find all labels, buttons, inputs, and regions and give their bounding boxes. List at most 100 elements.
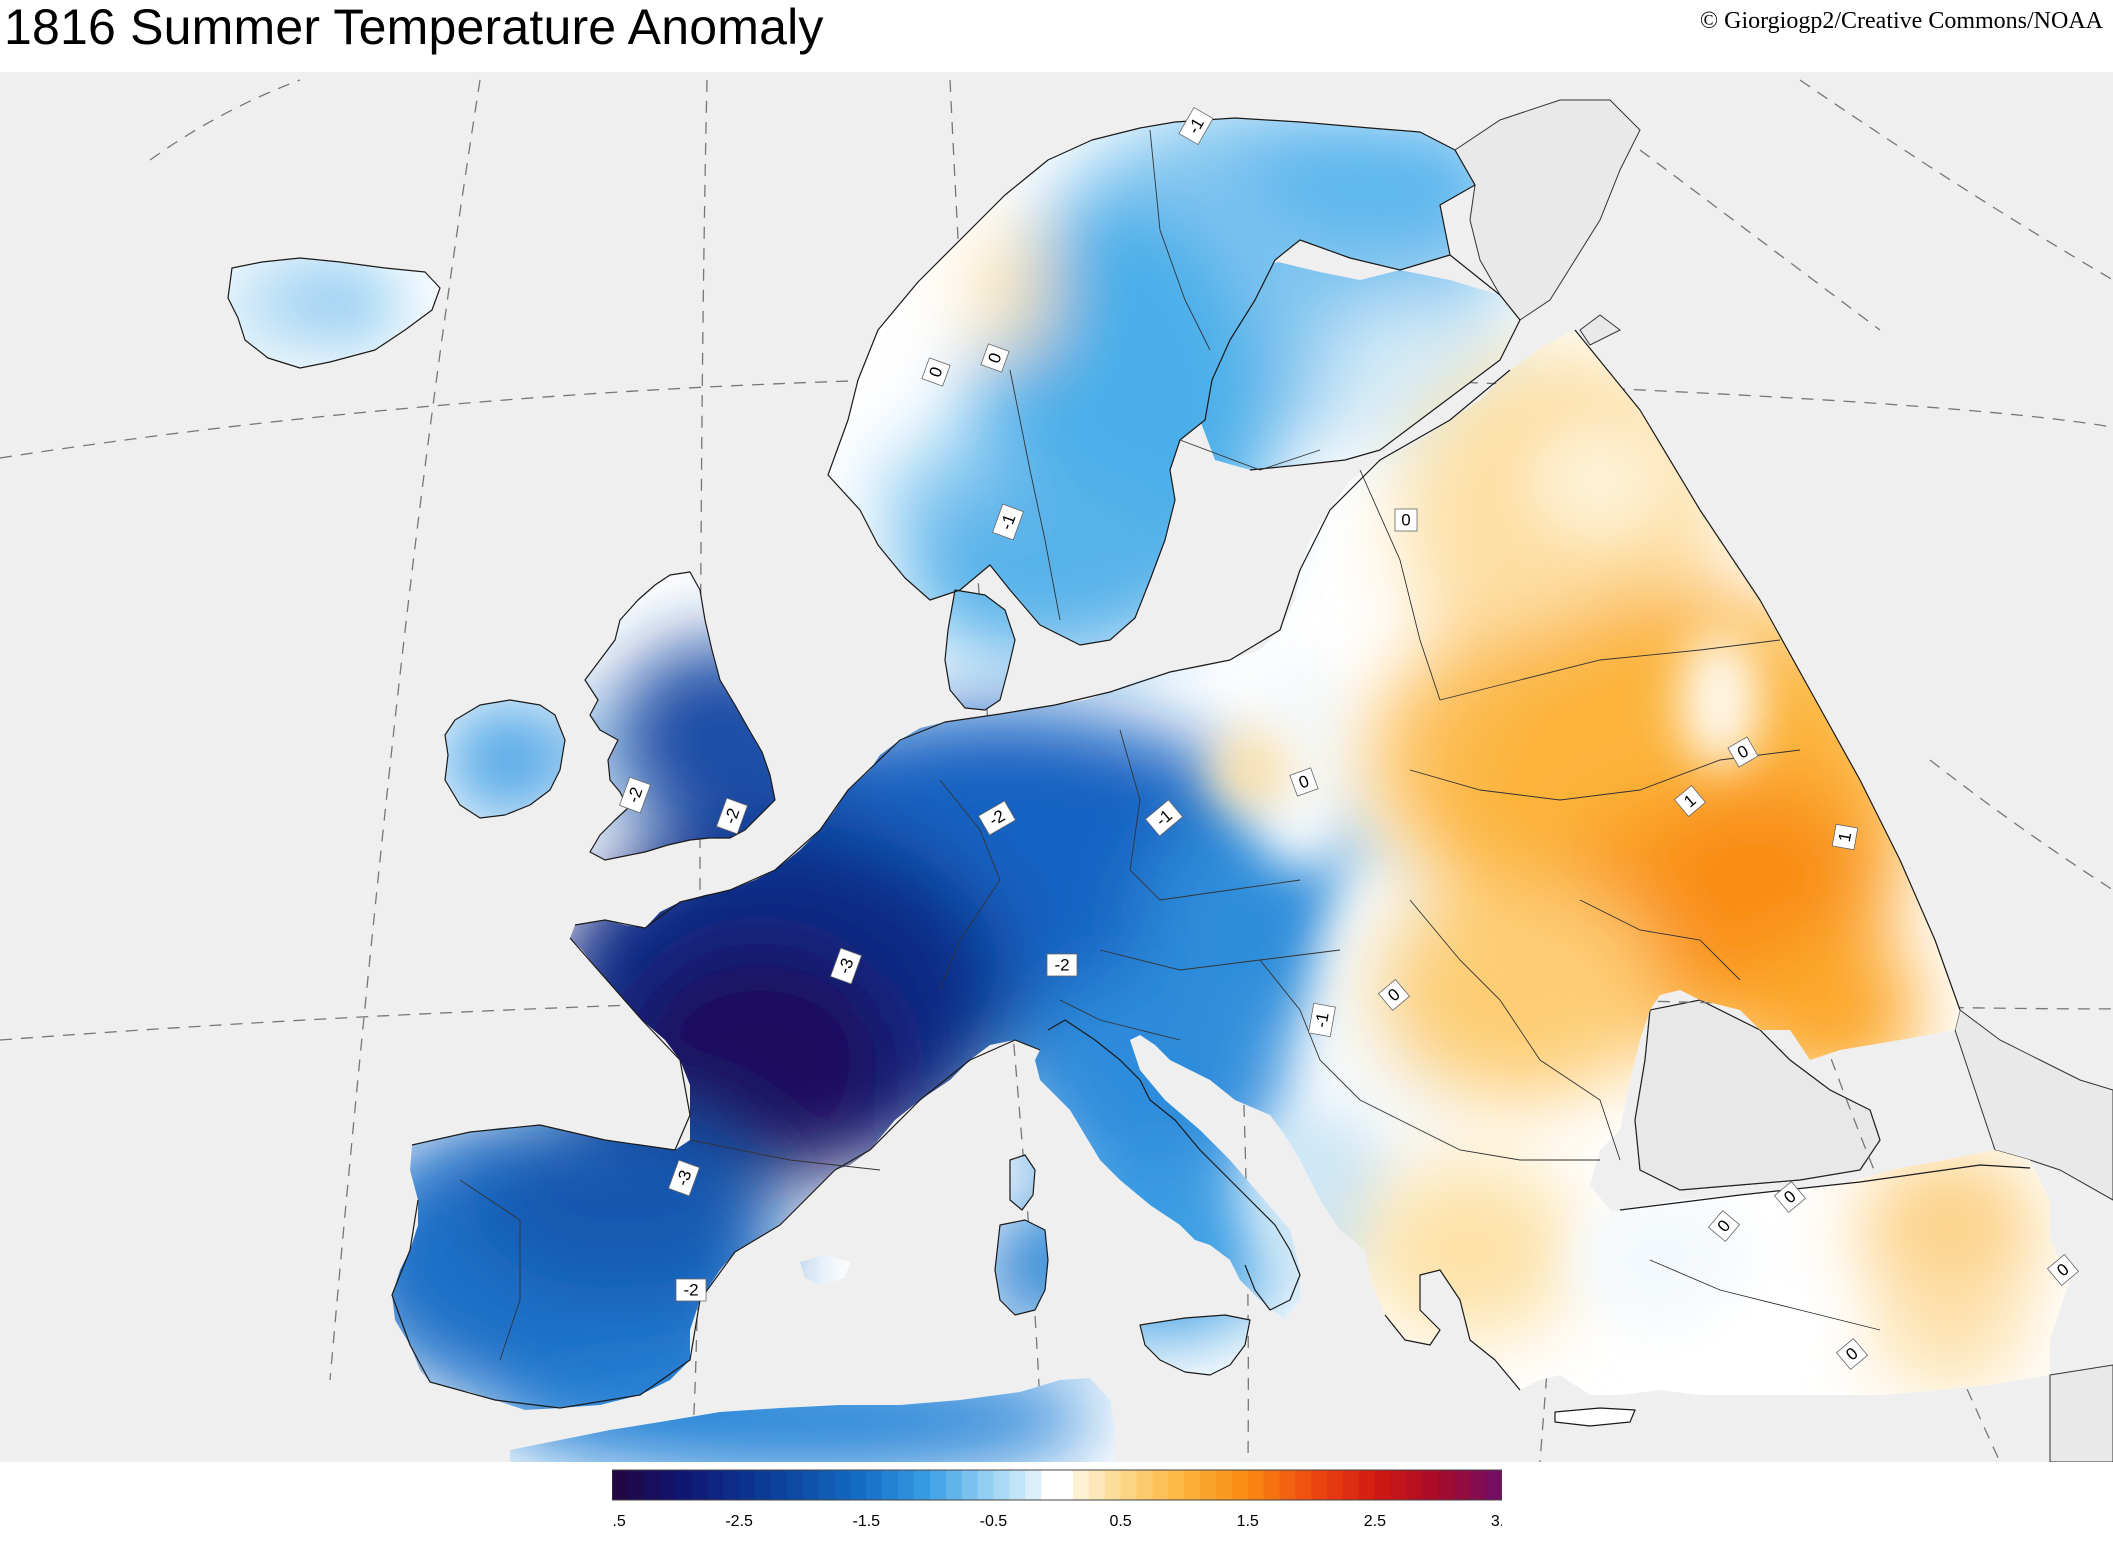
contour-label-text: -2	[720, 806, 743, 827]
colorbar-swatch	[1168, 1470, 1185, 1500]
colorbar-swatch	[818, 1470, 836, 1500]
contour-label: -2	[675, 1278, 707, 1302]
contour-label-text: -2	[623, 785, 646, 806]
contour-label: 0	[2046, 1253, 2080, 1287]
contour-label: 0	[980, 343, 1010, 373]
contour-label-text: -1	[1311, 1011, 1332, 1029]
colorbar-swatch	[866, 1470, 883, 1500]
contour-label-box	[1835, 1337, 1869, 1371]
contour-label-box	[921, 357, 951, 387]
colorbar-swatch	[1184, 1470, 1201, 1500]
colorbar-swatch	[1088, 1470, 1106, 1500]
colorbar-swatch	[643, 1470, 661, 1500]
contour-label-box	[1707, 1209, 1741, 1243]
contour-label-box	[977, 800, 1017, 836]
contour-label: -1	[1308, 1002, 1336, 1038]
colorbar-swatch	[1104, 1470, 1122, 1500]
colorbar-swatch	[945, 1470, 963, 1500]
colorbar-swatch	[675, 1470, 693, 1500]
colorbar-swatch	[786, 1470, 804, 1500]
colorbar-swatch	[1390, 1470, 1408, 1500]
contour-label: -3	[830, 947, 862, 985]
contour-label-box	[1773, 1180, 1807, 1214]
colorbar-swatch	[1072, 1470, 1090, 1500]
contour-label-box	[716, 797, 748, 835]
contour-label: 1	[1673, 784, 1707, 818]
colorbar-swatch	[961, 1470, 979, 1500]
contour-label-box	[1394, 508, 1418, 532]
colorbar-swatch	[850, 1470, 867, 1500]
colorbar-swatch	[1009, 1470, 1026, 1500]
colorbar-tick-label: 0.5	[1109, 1513, 1131, 1530]
colorbar-swatch	[913, 1470, 931, 1500]
colorbar-tick-label: -1.5	[852, 1513, 880, 1530]
black-sea	[1634, 999, 1881, 1191]
colorbar-tick-label: 3.5	[1491, 1513, 1502, 1530]
colorbar-swatch	[659, 1470, 677, 1500]
contour-label-box	[1377, 978, 1411, 1012]
colorbar-swatch	[1200, 1470, 1217, 1500]
contour-label: -2	[716, 797, 748, 835]
colorbar-tick-label: 2.5	[1364, 1513, 1386, 1530]
colorbar-swatches	[612, 1470, 1502, 1500]
contour-label-box	[992, 503, 1024, 541]
colorbar-tick-label: -2.5	[725, 1513, 753, 1530]
contour-label-box	[675, 1278, 707, 1302]
contour-label: 0	[1773, 1180, 1807, 1214]
contour-label-text: -3	[834, 956, 857, 977]
colorbar-swatch	[612, 1470, 629, 1500]
contour-label: -1	[1178, 106, 1214, 146]
colorbar-swatch	[723, 1470, 740, 1500]
colorbar-swatch	[977, 1470, 995, 1500]
colorbar-swatch	[1041, 1470, 1058, 1500]
contour-label-box	[1727, 736, 1759, 768]
colorbar-tick-label: -0.5	[980, 1513, 1008, 1530]
colorbar-swatch	[1470, 1470, 1487, 1500]
contour-label-box	[1308, 1002, 1336, 1038]
contour-label: 0	[1707, 1209, 1741, 1243]
colorbar-swatch	[1311, 1470, 1328, 1500]
colorbar-swatch	[1422, 1470, 1440, 1500]
colorbar-swatch	[1152, 1470, 1169, 1500]
colorbar-swatch	[1438, 1470, 1455, 1500]
contour-label-text: -2	[683, 1280, 698, 1299]
colorbar-swatch	[1295, 1470, 1312, 1500]
contour-label: 0	[1394, 508, 1418, 532]
map-title: 1816 Summer Temperature Anomaly	[4, 0, 824, 55]
contour-label-box	[1673, 784, 1707, 818]
contour-label: 1	[1831, 823, 1859, 851]
colorbar-swatch	[1406, 1470, 1424, 1500]
colorbar-swatch	[1358, 1470, 1376, 1500]
colorbar-swatch	[834, 1470, 851, 1500]
colorbar-swatch	[1120, 1470, 1138, 1500]
contour-label: 0	[1289, 767, 1319, 797]
contour-label-box	[1046, 953, 1078, 977]
colorbar-swatch	[1454, 1470, 1471, 1500]
contour-label: 0	[1727, 736, 1759, 768]
contour-label-box	[1144, 799, 1184, 837]
contour-label-text: 0	[1401, 510, 1410, 529]
coastlines	[227, 117, 2031, 1427]
contour-label-box	[830, 947, 862, 985]
colorbar-tick-label: -3.5	[612, 1513, 626, 1530]
contour-label-text: -3	[672, 1168, 695, 1189]
colorbar-swatch	[1025, 1470, 1042, 1500]
colorbar-swatch	[739, 1470, 756, 1500]
colorbar-swatch	[755, 1470, 772, 1500]
colorbar-swatch	[770, 1470, 788, 1500]
colorbar-swatch	[993, 1470, 1010, 1500]
contour-label: -2	[977, 800, 1017, 836]
colorbar-frame	[612, 1469, 1502, 1501]
colorbar-swatch	[1247, 1470, 1265, 1500]
contour-label-text: -2	[1054, 955, 1069, 974]
country-borders	[459, 129, 1881, 1361]
colorbar-swatch	[1231, 1470, 1249, 1500]
contour-label-box	[668, 1159, 700, 1197]
colorbar-swatch	[1486, 1470, 1502, 1500]
colorbar-swatch	[898, 1470, 915, 1500]
colorbar-swatch	[691, 1470, 708, 1500]
colorbar-tick-labels: -3.5 -2.5 -1.5 -0.5 0.5 1.5 2.5 3.5	[612, 1513, 1502, 1530]
colorbar-swatch	[707, 1470, 724, 1500]
